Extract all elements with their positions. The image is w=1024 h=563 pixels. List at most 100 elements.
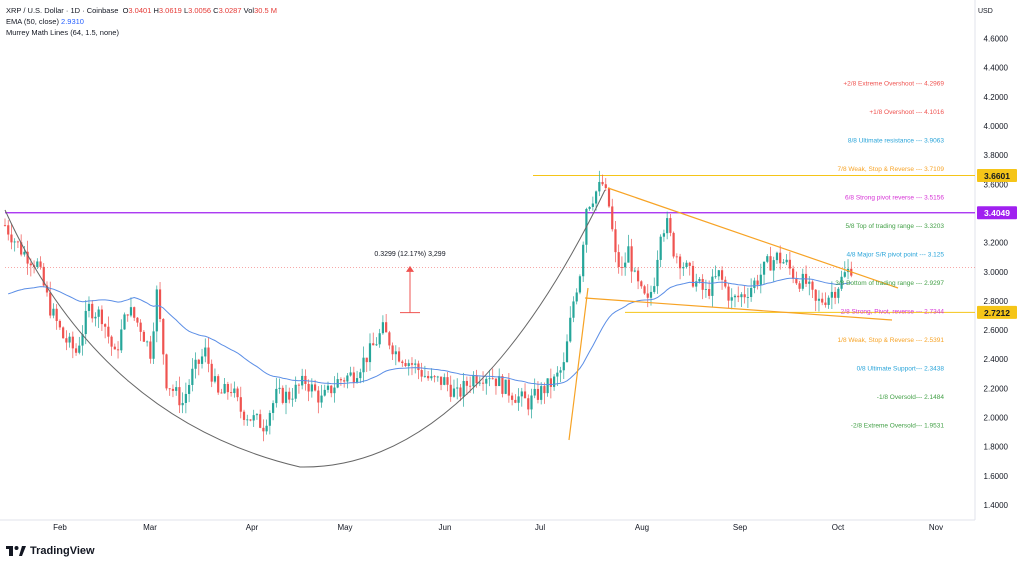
candle-body [359, 372, 362, 379]
candle-body [559, 370, 562, 373]
candle-body [756, 280, 759, 285]
candle-body [643, 286, 646, 294]
ema-value: 2.9310 [61, 17, 84, 26]
candle-body [304, 375, 307, 384]
candle-body [381, 322, 385, 334]
murrey-info-line[interactable]: Murrey Math Lines (64, 1.5, none) [6, 28, 119, 37]
candle-body [598, 181, 601, 192]
candle-body [504, 379, 507, 394]
ema-info-line[interactable]: EMA (50, close) 2.9310 [6, 17, 84, 26]
candle-body [284, 391, 288, 403]
flagpole-line [568, 287, 589, 441]
candle-body [611, 206, 614, 230]
candle-body [753, 280, 756, 289]
candle-body [523, 391, 527, 399]
candle-body [91, 303, 94, 319]
candle-body [514, 399, 517, 403]
candle-body [223, 383, 226, 394]
candle-body [120, 329, 123, 351]
open-value: 3.0401 [128, 6, 152, 15]
candle-body [536, 388, 540, 400]
murrey-level-label: -2/8 Extreme Oversold--- 1.9531 [851, 422, 945, 429]
candle-body [594, 191, 598, 204]
candle-body [213, 376, 217, 382]
murrey-label: Murrey Math Lines (64, 1.5, none) [6, 28, 119, 37]
candle-body [291, 398, 294, 400]
candle-body [511, 395, 514, 400]
candle-body [123, 314, 126, 330]
currency-label[interactable]: USD [978, 8, 993, 15]
x-tick-label: Aug [635, 523, 649, 532]
candle-body [433, 376, 436, 378]
candle-body [259, 414, 262, 428]
candle-body [837, 288, 840, 298]
tradingview-logo[interactable]: TradingView [6, 545, 95, 557]
price-box [977, 305, 1017, 319]
candle-body [588, 206, 591, 209]
tradingview-logo-icon [6, 546, 26, 556]
y-tick-label: 4.6000 [984, 35, 1009, 44]
candle-body [372, 343, 375, 346]
y-tick-label: 1.4000 [984, 501, 1009, 510]
candle-body [717, 270, 720, 277]
candle-body [146, 341, 149, 343]
candle-body [188, 384, 191, 394]
candle-body [481, 382, 485, 384]
candle-body [649, 291, 653, 298]
candle-body [226, 383, 229, 393]
candle-body [469, 385, 472, 387]
candle-body [727, 286, 730, 301]
candle-body [733, 295, 737, 298]
candle-body [94, 316, 97, 319]
candle-body [549, 378, 552, 387]
candle-body [737, 295, 740, 298]
wedge-upper-line [607, 187, 899, 289]
candle-body [582, 244, 585, 277]
candle-body [666, 218, 669, 234]
candle-body [65, 338, 68, 343]
candle-body [546, 378, 549, 394]
candle-body [675, 256, 678, 258]
symbol-title[interactable]: XRP / U.S. Dollar · 1D · Coinbase [6, 6, 119, 15]
candle-body [562, 362, 565, 371]
candle-body [233, 388, 236, 394]
candle-body [230, 392, 233, 394]
low-label: L [183, 6, 189, 15]
candle-body [824, 302, 827, 305]
candle-body [459, 387, 462, 397]
candle-body [3, 225, 7, 226]
candle-body [113, 346, 116, 350]
candle-body [178, 387, 181, 406]
candle-body [475, 375, 478, 384]
candle-body [607, 188, 611, 207]
candle-body [100, 309, 103, 325]
candle-body [808, 281, 811, 284]
candle-body [7, 225, 10, 235]
candle-body [766, 256, 769, 262]
candle-body [446, 377, 449, 385]
candle-body [636, 270, 640, 282]
candle-body [391, 345, 394, 355]
candle-body [42, 266, 45, 286]
volume-value: 30.5 M [254, 6, 277, 15]
ema-label: EMA (50, close) [6, 17, 59, 26]
wedge-lower-line [584, 297, 893, 321]
candle-body [197, 359, 200, 364]
candle-body [129, 307, 133, 316]
candle-body [330, 385, 333, 394]
candle-body [417, 363, 420, 371]
x-tick-label: Mar [143, 523, 157, 532]
candle-body [236, 388, 239, 398]
candle-body [827, 297, 830, 305]
candle-body [543, 386, 546, 394]
candle-body [36, 261, 39, 267]
candle-body [627, 246, 630, 263]
candle-body [834, 291, 837, 298]
candle-body [339, 379, 343, 381]
y-tick-label: 4.2000 [984, 93, 1009, 102]
candle-body [375, 344, 378, 346]
y-tick-label: 1.8000 [984, 443, 1009, 452]
candle-body [175, 387, 178, 391]
candle-body [436, 376, 439, 378]
